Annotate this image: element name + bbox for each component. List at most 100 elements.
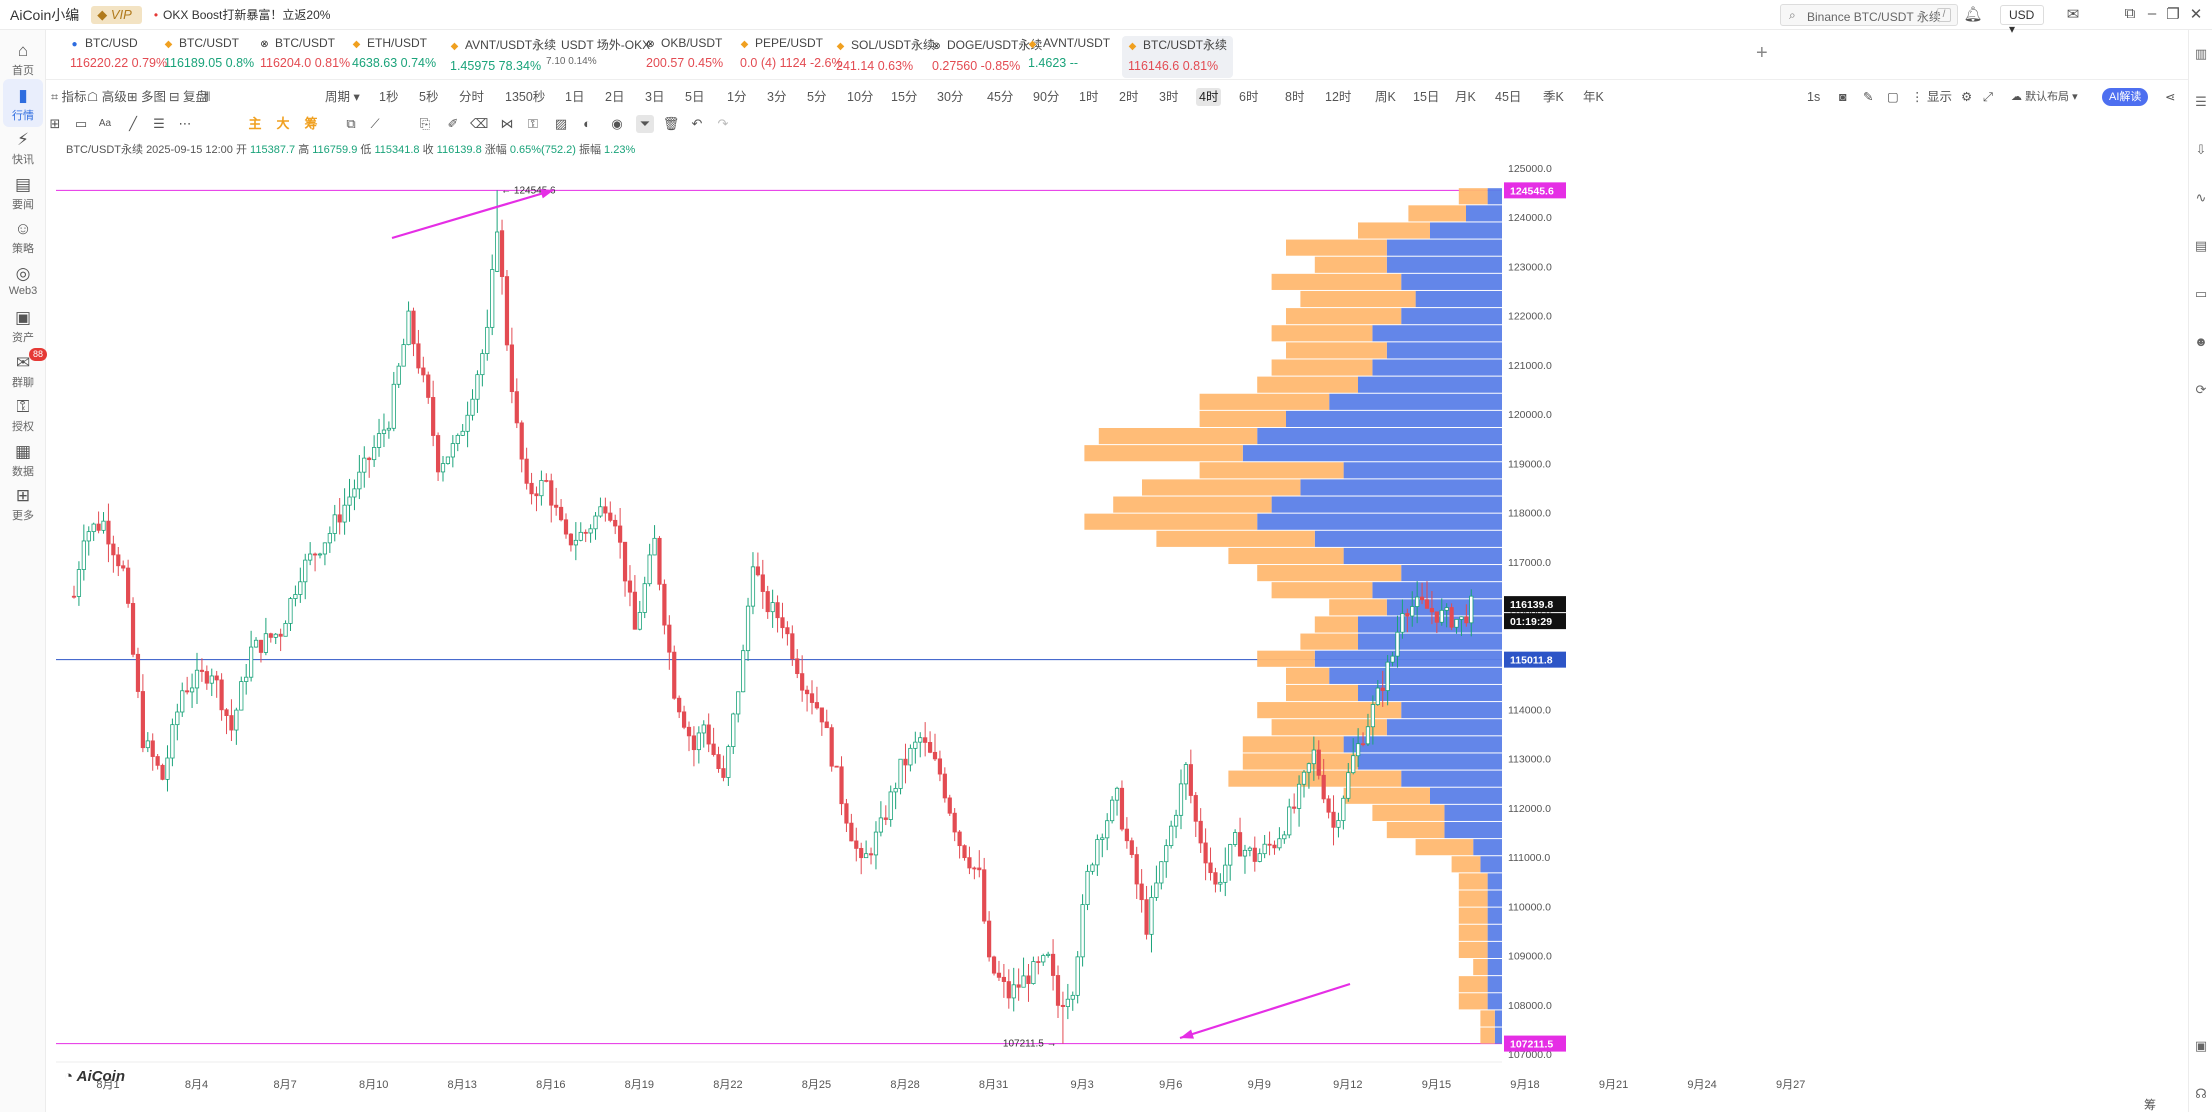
candle-body[interactable] — [667, 624, 672, 653]
candle-body[interactable] — [1031, 961, 1036, 984]
candle-body[interactable] — [278, 633, 283, 637]
candle-body[interactable] — [918, 737, 923, 743]
candle-body[interactable] — [258, 639, 264, 653]
vip-badge[interactable]: ◆ VIP — [91, 5, 142, 24]
candle-body[interactable] — [1119, 787, 1125, 830]
period-option[interactable]: 周K — [1375, 90, 1396, 104]
candle-body[interactable] — [972, 867, 977, 870]
candle-body[interactable] — [1001, 976, 1006, 982]
candle-body[interactable] — [1154, 882, 1159, 898]
candle-body[interactable] — [701, 724, 706, 734]
rail-item-6[interactable]: ▣ 资产 — [3, 301, 43, 349]
candle-body[interactable] — [1247, 847, 1252, 851]
period-option[interactable]: 15日 — [1413, 90, 1440, 104]
candle-body[interactable] — [745, 605, 751, 652]
candle-body[interactable] — [1041, 955, 1046, 963]
candle-body[interactable] — [563, 519, 569, 535]
copy-icon[interactable]: ⎘ — [419, 116, 431, 131]
eraser-icon[interactable]: ⌫ — [470, 116, 489, 131]
candle-body[interactable] — [765, 591, 770, 613]
candle-body[interactable] — [829, 727, 834, 767]
candle-body[interactable] — [1129, 840, 1134, 855]
candle-body[interactable] — [923, 737, 928, 743]
candle-body[interactable] — [618, 525, 623, 543]
period-option[interactable]: 2日 — [605, 90, 625, 104]
depth-icon[interactable]: ▤ — [2194, 238, 2208, 253]
share-icon[interactable]: ⋖ — [2165, 90, 2176, 104]
period-option[interactable]: 12时 — [1325, 90, 1352, 104]
ticker-tab-8[interactable]: ◆ SOL/USDT永续 241.14 0.63% — [836, 36, 935, 78]
candle-body[interactable] — [524, 458, 529, 484]
candle-body[interactable] — [199, 669, 205, 672]
candle-body[interactable] — [71, 595, 77, 598]
candle-body[interactable] — [1134, 854, 1139, 885]
redo-icon[interactable]: ↷ — [717, 116, 729, 131]
candle-body[interactable] — [839, 766, 844, 805]
toolbar-replay-button[interactable]: ⊟ 复盘 — [166, 88, 211, 106]
candle-body[interactable] — [859, 848, 864, 859]
candle-body[interactable] — [1395, 631, 1400, 657]
candle-body[interactable] — [750, 566, 756, 607]
candle-body[interactable] — [1257, 853, 1262, 862]
candle-body[interactable] — [1100, 837, 1105, 840]
candle-body[interactable] — [996, 972, 1002, 978]
candle-body[interactable] — [691, 735, 697, 751]
candle-body[interactable] — [470, 398, 475, 416]
candle-body[interactable] — [376, 433, 382, 448]
candle-body[interactable] — [637, 612, 642, 630]
headset-icon[interactable]: ☊ — [2195, 1086, 2207, 1101]
rail-item-4[interactable]: ☺ 策略 — [3, 212, 43, 260]
promo-link[interactable]: • OKX Boost打新暴富！立返20% — [154, 6, 331, 23]
period-option[interactable]: 8时 — [1285, 90, 1305, 104]
candle-body[interactable] — [514, 391, 519, 424]
candle-body[interactable] — [308, 553, 313, 561]
period-option[interactable]: 2时 — [1119, 90, 1139, 104]
candle-body[interactable] — [1419, 596, 1425, 601]
candle-body[interactable] — [1370, 704, 1375, 728]
candle-body[interactable] — [1405, 613, 1410, 617]
candle-body[interactable] — [1292, 806, 1297, 809]
candle-body[interactable] — [317, 553, 323, 556]
period-option[interactable]: 90分 — [1033, 90, 1060, 104]
candle-body[interactable] — [170, 724, 175, 759]
candle-body[interactable] — [337, 514, 342, 523]
candle-body[interactable] — [686, 726, 692, 737]
candle-body[interactable] — [632, 591, 637, 630]
ticker-tab-9[interactable]: ⊗ DOGE/USDT永续 0.27560 -0.85% — [932, 36, 1042, 78]
candle-body[interactable] — [578, 531, 583, 541]
candle-body[interactable] — [249, 646, 254, 678]
bot-icon[interactable]: ☻ — [2194, 334, 2208, 349]
period-option[interactable]: 4时 — [1196, 88, 1222, 106]
candle-body[interactable] — [293, 594, 298, 599]
candle-body[interactable] — [1139, 883, 1144, 901]
candle-body[interactable] — [844, 803, 849, 824]
candle-body[interactable] — [1326, 798, 1331, 813]
candle-body[interactable] — [957, 831, 962, 847]
candle-body[interactable] — [849, 822, 854, 842]
period-option[interactable]: 分时 — [459, 90, 485, 104]
toolbar-indicator-button[interactable]: ⌗ 指标 — [48, 88, 90, 106]
magnet-icon[interactable]: ◐ — [583, 116, 591, 131]
candle-body[interactable] — [819, 707, 824, 723]
candle-body[interactable] — [549, 480, 554, 506]
candle-body[interactable] — [603, 506, 608, 514]
chart-mode-1[interactable]: 大 — [276, 116, 290, 131]
candle-body[interactable] — [1356, 743, 1361, 757]
candle-body[interactable] — [1316, 749, 1321, 776]
candle-body[interactable] — [352, 488, 357, 498]
candle-body[interactable] — [583, 531, 588, 534]
refresh-rate[interactable]: 1s — [1807, 90, 1821, 104]
candle-body[interactable] — [1050, 953, 1056, 976]
candle-body[interactable] — [1065, 998, 1070, 1007]
period-option[interactable]: 3日 — [645, 90, 665, 104]
candle-body[interactable] — [982, 869, 987, 922]
candle-body[interactable] — [726, 746, 731, 778]
ticker-tab-11[interactable]: ◆ BTC/USDT永续 116146.6 0.81% — [1122, 36, 1234, 78]
candle-body[interactable] — [1218, 881, 1223, 885]
candle-body[interactable] — [1208, 862, 1213, 874]
candle-body[interactable] — [1011, 984, 1016, 999]
candle-body[interactable] — [834, 765, 839, 768]
candle-body[interactable] — [790, 633, 795, 660]
candle-body[interactable] — [987, 920, 992, 958]
candle-body[interactable] — [445, 456, 451, 464]
